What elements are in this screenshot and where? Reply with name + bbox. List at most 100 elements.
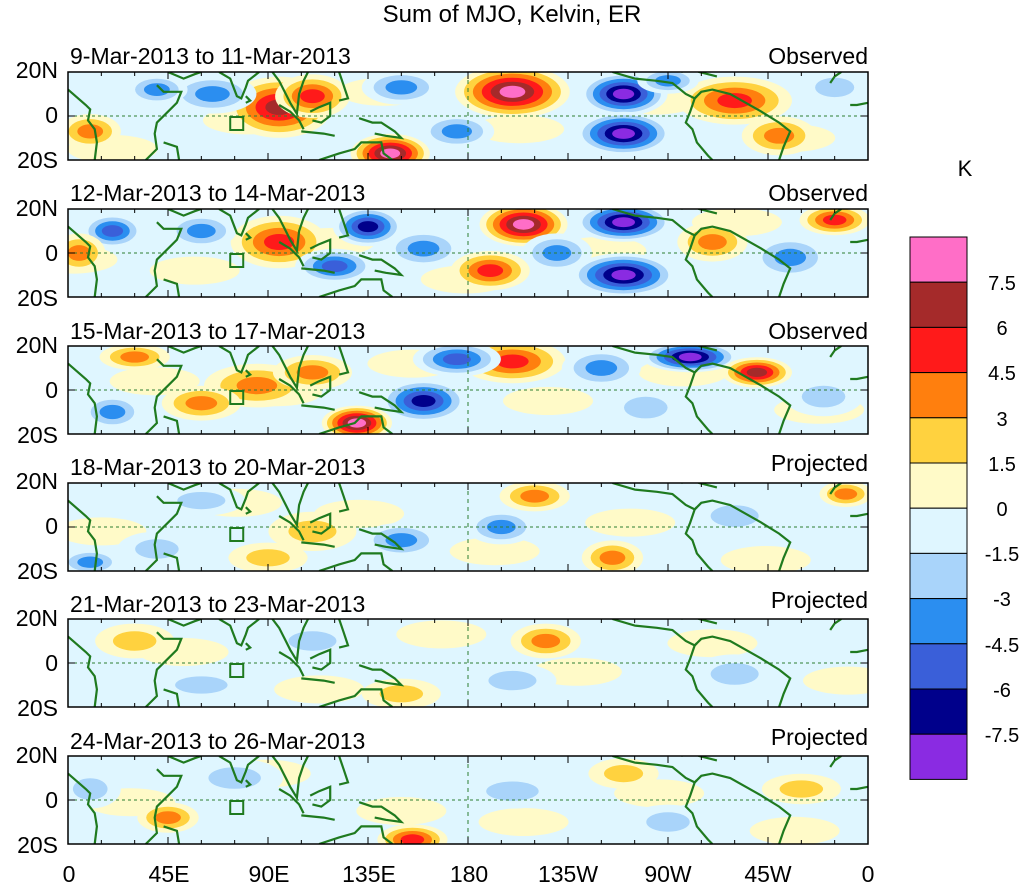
warm-anomaly-contour	[499, 85, 526, 98]
lat-label-20n: 20N	[15, 605, 58, 631]
coastline	[245, 779, 253, 788]
anomaly-contour-weak	[503, 387, 593, 415]
coastline	[271, 483, 309, 529]
cold-anomaly-contour	[624, 396, 668, 419]
anomaly-contour-weak	[478, 808, 569, 836]
coastline	[829, 483, 842, 495]
lon-label: 90W	[644, 861, 692, 887]
coastline	[681, 209, 718, 215]
panel-6-kind: Projected	[770, 724, 868, 750]
lat-label-20n: 20N	[15, 742, 58, 768]
lat-label-20s: 20S	[17, 285, 58, 311]
coastline	[163, 825, 181, 844]
lat-label-20s: 20S	[17, 558, 58, 584]
colorbar-swatch	[909, 552, 968, 600]
colorbar-swatch	[909, 733, 968, 780]
coastline	[278, 241, 305, 267]
coastline	[684, 372, 714, 434]
lon-label: 135W	[537, 861, 599, 887]
map-panel-3	[67, 345, 869, 435]
colorbar-swatch	[909, 643, 968, 690]
coastline	[850, 785, 868, 791]
coastline	[318, 415, 394, 434]
lon-label: 45E	[148, 861, 190, 887]
map-panel-5	[67, 618, 869, 708]
warm-anomaly-contour	[604, 765, 644, 783]
colorbar-unit: K	[957, 156, 973, 181]
lat-label-20n: 20N	[15, 57, 58, 83]
coastline	[163, 278, 181, 297]
cold-anomaly-contour	[678, 352, 702, 362]
warm-anomaly-contour	[379, 685, 424, 703]
panel-6-date: 24-Mar-2013 to 26-Mar-2013	[70, 728, 366, 754]
coastline	[338, 346, 350, 376]
coastline	[68, 499, 99, 571]
cold-anomaly-contour	[611, 269, 636, 281]
lon-label: 135E	[342, 861, 396, 887]
coastline	[68, 362, 99, 434]
panel-5-date: 21-Mar-2013 to 23-Mar-2013	[70, 591, 366, 617]
map-panels	[67, 71, 869, 845]
cold-anomaly-contour	[101, 225, 124, 237]
warm-anomaly-contour	[155, 811, 181, 824]
lat-label-0: 0	[45, 513, 58, 539]
coastline	[167, 346, 202, 354]
coastline	[309, 785, 332, 808]
lat-label-0: 0	[45, 787, 58, 813]
coastline	[167, 756, 202, 764]
coastline	[829, 619, 842, 631]
cold-anomaly-contour	[612, 128, 635, 139]
anomaly-contour-weak	[396, 620, 487, 649]
coastline	[829, 209, 842, 221]
coastline	[218, 619, 260, 647]
warm-anomaly-contour	[520, 489, 550, 503]
coastline	[829, 756, 842, 768]
coastline	[358, 664, 405, 687]
warm-anomaly-contour	[112, 631, 157, 651]
panel-4-kind: Projected	[770, 450, 868, 476]
cold-anomaly-contour	[144, 83, 170, 96]
coastline	[163, 415, 181, 434]
coastline	[684, 235, 714, 297]
cold-anomaly-contour	[612, 217, 635, 228]
coastline	[145, 768, 183, 844]
coastline	[829, 72, 842, 84]
warm-anomaly-contour	[347, 418, 367, 428]
coastline	[218, 346, 260, 374]
cold-anomaly-contour	[442, 353, 471, 366]
coastline	[681, 483, 718, 489]
lon-label: 90E	[248, 861, 290, 887]
colorbar-swatch	[909, 507, 968, 554]
coastline	[693, 88, 792, 160]
colorbar-swatch	[909, 236, 968, 283]
cold-anomaly-contour	[72, 778, 108, 800]
colorbar-label: -4.5	[984, 635, 1020, 657]
coastline	[218, 209, 260, 237]
lat-label-0: 0	[45, 377, 58, 403]
coastline	[245, 95, 253, 104]
lat-label-20s: 20S	[17, 695, 58, 721]
cold-anomaly-contour	[407, 240, 440, 257]
coastline	[218, 756, 260, 784]
warm-anomaly-contour	[185, 396, 218, 411]
warm-anomaly-contour	[717, 93, 753, 109]
coastline	[278, 104, 305, 130]
colorbar-label: 6	[996, 318, 1008, 340]
coastline	[850, 648, 868, 654]
warm-anomaly-contour	[477, 264, 504, 277]
panel-5-kind: Projected	[770, 587, 868, 613]
warm-anomaly-contour	[300, 89, 325, 104]
coastline	[693, 772, 792, 844]
cold-anomaly-contour	[710, 663, 759, 685]
coastline	[218, 483, 260, 511]
coastline	[167, 72, 202, 80]
coastline	[684, 98, 714, 160]
coastline	[338, 619, 350, 649]
coastline	[218, 72, 260, 100]
colorbar-swatch	[909, 326, 968, 374]
lat-label-0: 0	[45, 650, 58, 676]
cold-anomaly-contour	[774, 248, 807, 266]
coastline	[850, 101, 868, 107]
coastline	[301, 130, 335, 137]
